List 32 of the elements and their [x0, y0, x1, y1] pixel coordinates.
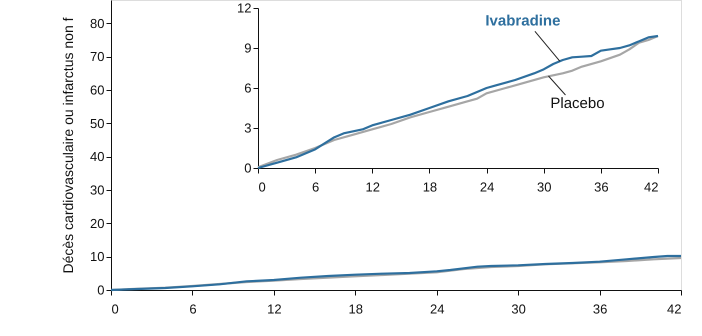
y-tick-label: 40: [90, 149, 104, 164]
y-axis-title: Décès cardiovasculaire ou infarctus non f: [60, 17, 76, 274]
x-tick-label: 30: [536, 180, 552, 194]
x-tick-label: 42: [667, 302, 682, 316]
x-tick-label: 36: [594, 180, 609, 194]
x-tick-label: 6: [312, 180, 320, 194]
x-tick-label: 42: [644, 180, 658, 194]
y-tick-label: 80: [90, 16, 104, 31]
x-tick-label: 12: [267, 302, 282, 316]
x-tick-label: 24: [430, 302, 444, 316]
y-tick-label: 12: [237, 0, 252, 16]
x-tick-label: 18: [348, 302, 364, 316]
y-tick-label: 20: [90, 216, 104, 231]
y-tick-label: 10: [90, 249, 104, 264]
y-tick-label: 0: [244, 160, 252, 176]
y-tick-label: 50: [90, 116, 104, 131]
y-tick-label: 60: [90, 82, 104, 98]
y-tick-label: 0: [97, 282, 104, 298]
x-tick-label: 6: [189, 302, 197, 316]
y-tick-label: 6: [244, 80, 252, 96]
x-tick-label: 36: [592, 302, 608, 316]
x-tick-label: 0: [112, 302, 119, 316]
y-tick-label: 3: [244, 120, 252, 136]
x-tick-label: 24: [480, 180, 494, 194]
y-tick-label: 70: [90, 49, 104, 64]
x-tick-label: 0: [258, 180, 266, 194]
annotation: Placebo: [550, 95, 605, 112]
annotation: Ivabradine: [485, 12, 560, 30]
y-tick-label: 9: [244, 40, 252, 56]
x-tick-label: 30: [511, 302, 526, 316]
x-tick-label: 12: [366, 180, 380, 194]
x-tick-label: 18: [422, 180, 438, 194]
